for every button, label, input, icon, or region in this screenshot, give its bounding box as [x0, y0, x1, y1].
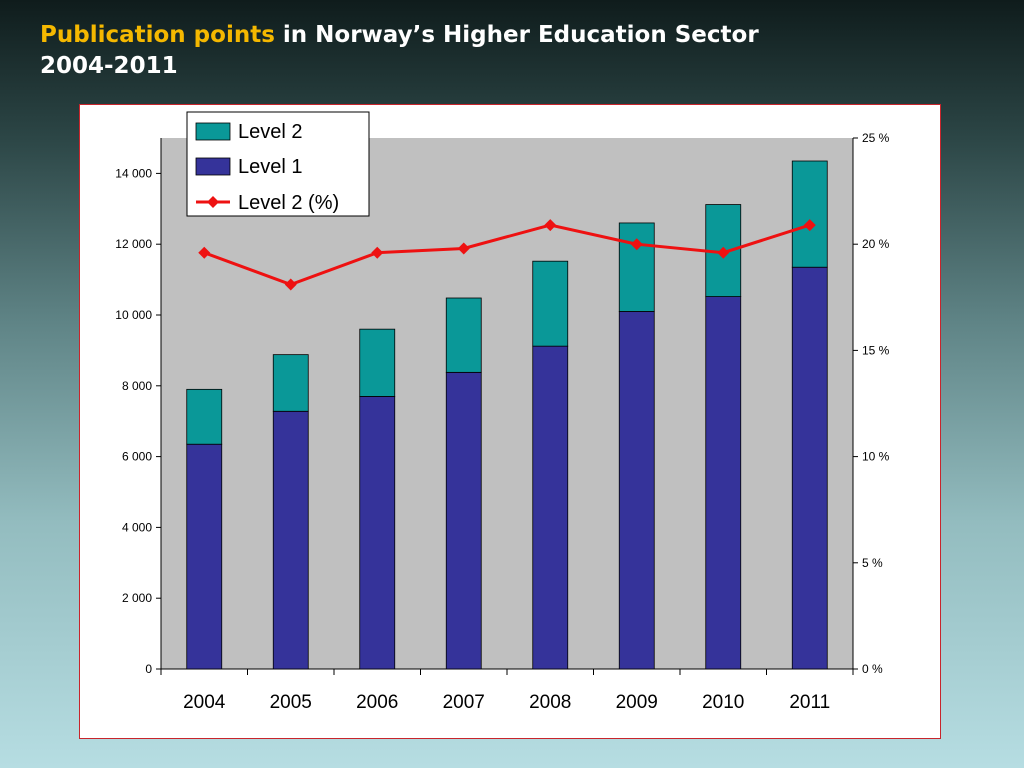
- bar-level1: [791, 266, 828, 670]
- bar-level2: [272, 354, 309, 412]
- line-level2-pct: [203, 223, 811, 287]
- y-tick-label: 6 000: [122, 450, 152, 464]
- legend-label-level2: Level 2: [238, 121, 303, 143]
- y2-tick-label: 0 %: [862, 662, 883, 676]
- x-tick-label: 2010: [702, 692, 744, 713]
- legend-label-level1: Level 1: [238, 156, 303, 178]
- bar-level1: [186, 443, 223, 670]
- marker-level2-pct: [630, 238, 643, 251]
- x-tick-label: 2009: [616, 692, 658, 713]
- marker-level2-pct: [717, 246, 730, 259]
- y2-tick-label: 5 %: [862, 556, 883, 570]
- bar-level1: [705, 296, 742, 670]
- title-years: 2004-2011: [40, 53, 178, 79]
- y2-tick-label: 10 %: [862, 450, 890, 464]
- y2-tick-label: 15 %: [862, 343, 890, 357]
- x-tick-label: 2004: [183, 692, 226, 713]
- y-tick-label: 0: [145, 662, 152, 676]
- bar-level2: [791, 160, 828, 268]
- bar-level1: [532, 345, 569, 670]
- bar-level2: [532, 260, 569, 347]
- y-tick-label: 8 000: [122, 379, 152, 393]
- y-tick-label: 12 000: [115, 237, 152, 251]
- bar-level2: [186, 388, 223, 445]
- x-tick-label: 2008: [529, 692, 571, 713]
- y-tick-label: 4 000: [122, 520, 152, 534]
- title-highlight: Publication points: [40, 22, 275, 48]
- bar-level2: [618, 222, 655, 312]
- x-tick-label: 2011: [789, 692, 830, 713]
- x-tick-label: 2006: [356, 692, 398, 713]
- chart: 0 2 000 4 000 6 000 8 000 10 000 12 000 14 000 0…: [115, 111, 890, 713]
- y-tick-label: 2 000: [122, 591, 152, 605]
- marker-level2-pct: [371, 246, 384, 259]
- chart-frame: 0 2 000 4 000 6 000 8 000 10 000 12 000 14 000 0…: [79, 104, 941, 739]
- legend-swatch-level1: [195, 157, 231, 176]
- y-tick-label: 10 000: [115, 308, 152, 322]
- marker-level2-pct: [284, 278, 297, 291]
- slide-title: Publication points in Norway’s Higher Ed…: [40, 20, 759, 82]
- legend: Level 2 Level 1 Level 2 (%): [186, 111, 370, 217]
- plot-area: [161, 138, 853, 669]
- legend-label-pct: Level 2 (%): [238, 192, 339, 214]
- bar-level1: [618, 311, 655, 670]
- marker-level2-pct: [198, 246, 211, 259]
- marker-level2-pct: [457, 242, 470, 255]
- title-rest: in Norway’s Higher Education Sector: [274, 22, 759, 48]
- legend-marker-pct: [207, 196, 219, 208]
- y2-tick-label: 20 %: [862, 237, 890, 251]
- y2-tick-label: 25 %: [862, 131, 890, 145]
- x-tick-label: 2007: [443, 692, 485, 713]
- marker-level2-pct: [803, 219, 816, 232]
- bar-level2: [359, 328, 396, 397]
- y-tick-label: 14 000: [115, 166, 152, 180]
- marker-level2-pct: [544, 219, 557, 232]
- legend-swatch-level2: [195, 122, 231, 141]
- bar-level1: [445, 371, 482, 670]
- bar-level2: [445, 297, 482, 373]
- bar-level1: [272, 410, 309, 670]
- bar-level1: [359, 396, 396, 670]
- x-tick-label: 2005: [270, 692, 312, 713]
